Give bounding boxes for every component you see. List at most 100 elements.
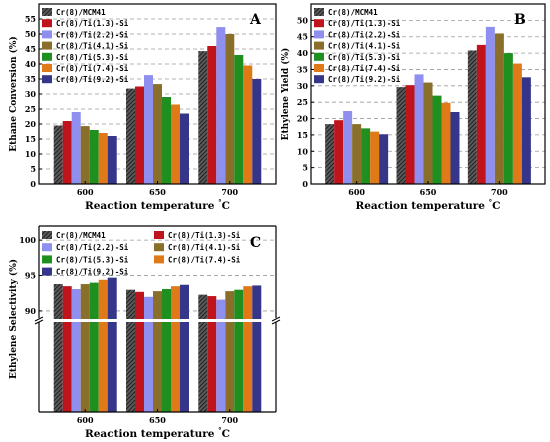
- legend-swatch: [42, 64, 52, 72]
- y-tick-label: 5: [302, 163, 308, 173]
- bar: [216, 27, 226, 184]
- y-axis-label: Ethane Conversion (%): [8, 36, 19, 151]
- bar: [334, 120, 344, 184]
- legend-swatch: [42, 75, 52, 84]
- bar: [171, 104, 180, 184]
- legend-label: Cr(8)/Ti(1.3)-Si: [328, 19, 401, 28]
- x-tick-label: 700: [221, 415, 238, 425]
- bar: [485, 26, 495, 185]
- legend-label: Cr(8)/MCM41: [56, 8, 106, 17]
- bar: [98, 279, 108, 412]
- x-axis-label: Reaction temperature °C: [85, 426, 230, 440]
- y-tick-label: 45: [297, 32, 308, 42]
- bar: [216, 299, 226, 412]
- bar: [135, 86, 144, 184]
- legend-label: Cr(8)/Ti(2.2)-Si: [328, 30, 401, 39]
- y-axis-label: Ethylene Yield (%): [280, 48, 291, 141]
- bar: [107, 136, 117, 184]
- legend-swatch: [42, 243, 52, 252]
- bar: [53, 125, 63, 184]
- bar: [361, 128, 371, 184]
- legend-swatch: [154, 243, 164, 252]
- legend-swatch: [42, 41, 52, 50]
- bar: [71, 112, 81, 184]
- bar: [234, 55, 244, 184]
- y-tick-label: 40: [297, 48, 309, 58]
- legend-label: Cr(8)/Ti(1.3)-Si: [168, 231, 241, 240]
- x-tick-label: 700: [221, 187, 238, 197]
- legend-label: Cr(8)/Ti(9.2)-Si: [56, 75, 129, 84]
- bar: [62, 286, 72, 412]
- x-tick-label: 650: [149, 187, 166, 197]
- bar: [225, 291, 235, 412]
- bar: [225, 34, 235, 184]
- x-axis-unit-degree: °: [218, 426, 222, 435]
- bar: [126, 289, 135, 412]
- legend-label: Cr(8)/Ti(4.1)-Si: [168, 243, 241, 252]
- bar: [71, 288, 81, 412]
- bar: [494, 33, 504, 184]
- y-axis-label: Ethylene Selectivity (%): [8, 259, 19, 379]
- x-axis-unit: C: [222, 200, 230, 212]
- y-tick-label: 35: [297, 64, 308, 74]
- legend-swatch: [42, 255, 52, 264]
- x-axis-unit: C: [492, 200, 500, 212]
- legend-label: Cr(8)/Ti(7.4)-Si: [56, 64, 129, 73]
- bar: [53, 284, 63, 412]
- y-tick-label: 20: [25, 119, 37, 129]
- bar: [450, 112, 460, 184]
- bar: [171, 286, 180, 412]
- legend-label: Cr(8)/Ti(2.2)-Si: [56, 243, 129, 252]
- y-tick-label: 0: [302, 179, 308, 189]
- y-tick-label: 95: [25, 271, 36, 281]
- bar: [107, 277, 117, 412]
- x-tick-label: 600: [77, 415, 94, 425]
- panel-label: A: [249, 12, 262, 28]
- legend-label: Cr(8)/Ti(9.2)-Si: [56, 268, 129, 277]
- legend-swatch: [314, 19, 324, 28]
- legend-swatch: [42, 231, 52, 239]
- x-tick-label: 600: [77, 187, 94, 197]
- y-tick-label: 35: [25, 74, 36, 84]
- bar: [512, 63, 522, 184]
- bar: [144, 296, 153, 412]
- x-tick-label: 700: [491, 187, 508, 197]
- y-tick-label: 30: [297, 81, 309, 91]
- bar: [379, 134, 389, 184]
- bar: [198, 294, 208, 412]
- y-tick-label: 10: [25, 149, 37, 159]
- x-axis-label: Reaction temperature °C: [85, 198, 230, 212]
- bar: [153, 84, 162, 184]
- y-tick-label: 0: [30, 179, 36, 189]
- bar: [198, 51, 208, 184]
- y-tick-label: 25: [25, 104, 36, 114]
- y-tick-label: 50: [297, 15, 309, 25]
- bar: [234, 289, 244, 412]
- legend-swatch: [314, 8, 324, 16]
- y-tick-label: 5: [30, 164, 36, 174]
- bar: [423, 82, 433, 184]
- bar: [80, 284, 90, 412]
- legend-swatch: [42, 19, 52, 28]
- legend-swatch: [42, 52, 52, 61]
- bar: [352, 124, 362, 184]
- bar: [126, 88, 135, 184]
- bar: [441, 102, 451, 184]
- legend-swatch: [42, 8, 52, 16]
- y-tick-label: 15: [25, 134, 36, 144]
- bar: [432, 95, 442, 184]
- bar: [153, 291, 162, 412]
- y-tick-label: 15: [297, 130, 308, 140]
- bar: [180, 113, 189, 184]
- y-tick-label: 25: [297, 97, 308, 107]
- legend-label: Cr(8)/Ti(5.3)-Si: [328, 53, 401, 62]
- y-tick-label: 20: [297, 114, 309, 124]
- bar: [89, 130, 99, 184]
- axis-break-mark: [34, 316, 44, 322]
- y-tick-label: 50: [25, 29, 37, 39]
- y-tick-label: 55: [25, 14, 36, 24]
- bar: [405, 85, 415, 184]
- legend-swatch: [154, 255, 164, 264]
